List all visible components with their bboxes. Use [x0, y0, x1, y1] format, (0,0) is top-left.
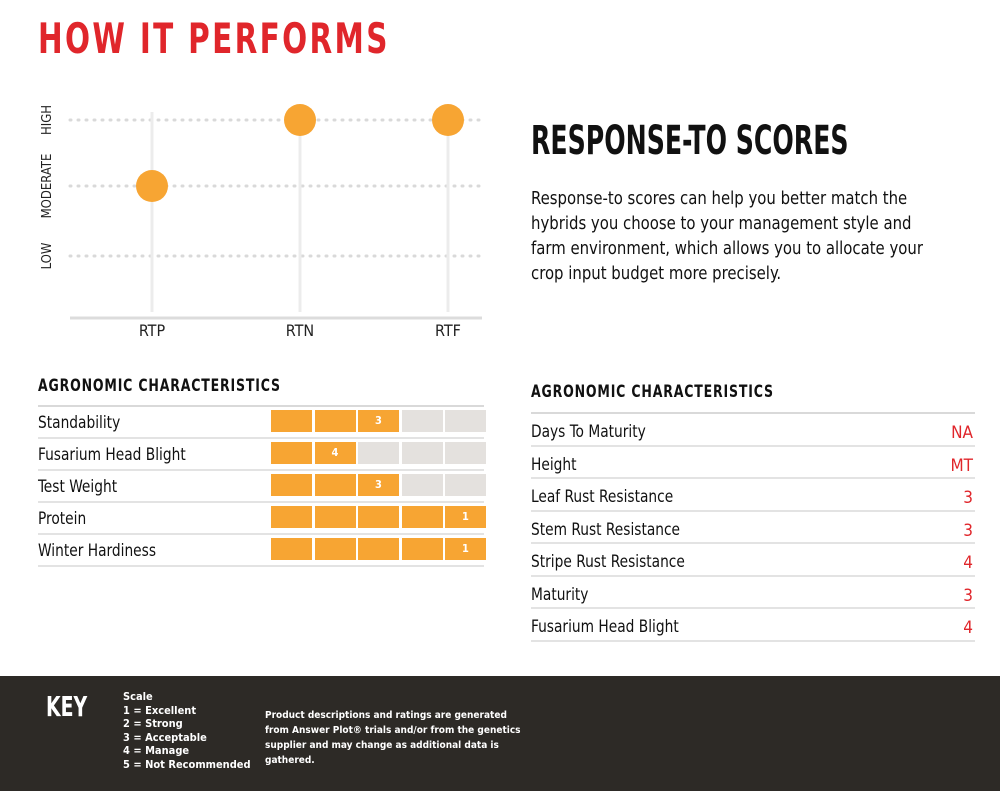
scale-item: 2 = Strong [123, 717, 183, 730]
rating-row-value: 3 [963, 520, 973, 541]
score-segment [271, 474, 312, 496]
agronomic-characteristics-heading-left: AGRONOMIC CHARACTERISTICS [38, 376, 281, 396]
agronomic-rating-table: Days To Maturity NA Height MT Leaf Rust Resi… [531, 412, 975, 642]
rating-row-label: Leaf Rust Resistance [531, 487, 674, 507]
score-segment [401, 442, 443, 464]
x-tick-rtn: RTN [286, 321, 314, 340]
score-value: 3 [375, 478, 382, 491]
score-bar: 3 [271, 474, 487, 496]
scale-title: Scale [123, 690, 153, 703]
bar-row: Protein 1 [38, 503, 487, 535]
score-value: 1 [462, 510, 469, 523]
score-segment [314, 410, 356, 432]
bar-row-label: Fusarium Head Blight [38, 445, 186, 465]
response-to-heading: RESPONSE-TO SCORES [531, 118, 849, 164]
y-tick-low: LOW [40, 242, 55, 269]
score-segment [314, 474, 356, 496]
rating-row-label: Maturity [531, 584, 589, 605]
score-segment [271, 410, 312, 432]
agronomic-bar-table: Standability 3 Fusarium Head Blight 4 Test W… [38, 405, 487, 567]
score-segment [271, 442, 312, 464]
key-footer: KEY Scale 1 = Excellent 2 = Strong 3 = A… [0, 676, 1000, 791]
rating-row-value: 3 [963, 585, 973, 606]
disclaimer-text: Product descriptions and ratings are gen… [265, 710, 521, 766]
score-segment [358, 442, 399, 464]
rating-row: Days To Maturity NA [531, 414, 975, 447]
score-segment [271, 506, 312, 528]
score-segment [314, 506, 356, 528]
scale-item: 4 = Manage [123, 744, 190, 757]
score-segment [358, 506, 399, 528]
score-segment [445, 506, 486, 528]
score-segment [314, 538, 356, 560]
bar-row: Standability 3 [38, 407, 487, 439]
key-title: KEY [46, 690, 88, 723]
score-segment [314, 442, 356, 464]
rating-row-label: Days To Maturity [531, 422, 646, 442]
score-segment [358, 474, 399, 496]
x-tick-rtp: RTP [139, 321, 166, 340]
bar-row-label: Protein [38, 509, 87, 529]
score-bar: 3 [271, 410, 487, 432]
scale-item: 5 = Not Recommended [123, 757, 251, 771]
dot-rtn [284, 104, 316, 136]
response-to-chart: LOW MODERATE HIGH RTP RTN RTF [40, 104, 484, 340]
scale-item: 1 = Excellent [123, 703, 197, 717]
score-segment [445, 474, 486, 496]
score-bar: 4 [271, 442, 487, 464]
rating-row: Leaf Rust Resistance 3 [531, 479, 975, 512]
rating-row: Stem Rust Resistance 3 [531, 512, 975, 544]
score-bar: 1 [271, 538, 487, 560]
response-to-description: Response-to scores can help you better m… [531, 188, 923, 284]
score-segment [401, 506, 443, 528]
rating-row: Maturity 3 [531, 577, 975, 609]
score-value: 4 [331, 446, 339, 459]
rating-row: Stripe Rust Resistance 4 [531, 544, 975, 577]
score-value: 1 [462, 542, 469, 555]
score-segment [401, 474, 443, 496]
rating-row-label: Stripe Rust Resistance [531, 552, 685, 572]
bar-row: Winter Hardiness 1 [38, 535, 487, 567]
score-value: 3 [375, 414, 382, 427]
score-segment [445, 410, 486, 432]
dot-rtf [432, 104, 464, 136]
score-segment [358, 538, 399, 560]
page-title: HOW IT PERFORMS [38, 14, 390, 63]
dot-rtp [136, 170, 168, 202]
bar-row: Test Weight 3 [38, 471, 487, 503]
rating-row: Fusarium Head Blight 4 [531, 609, 975, 642]
rating-row-value: NA [951, 423, 973, 443]
score-segment [401, 538, 443, 560]
rating-row-value: MT [950, 455, 973, 476]
scale-legend: Scale 1 = Excellent 2 = Strong 3 = Accep… [123, 690, 251, 771]
score-segment [271, 538, 312, 560]
score-segment [445, 442, 486, 464]
x-tick-rtf: RTF [435, 321, 461, 340]
rating-row-label: Stem Rust Resistance [531, 519, 681, 540]
score-segment [401, 410, 443, 432]
bar-row-label: Test Weight [38, 477, 118, 497]
agronomic-characteristics-heading-right: AGRONOMIC CHARACTERISTICS [531, 382, 774, 402]
score-segment [445, 538, 486, 560]
rating-row-label: Fusarium Head Blight [531, 617, 679, 637]
bar-row-label: Winter Hardiness [38, 541, 157, 561]
y-tick-high: HIGH [40, 105, 55, 135]
bar-row-label: Standability [38, 413, 121, 433]
scale-item: 3 = Acceptable [123, 730, 207, 744]
rating-row-value: 3 [963, 488, 973, 508]
y-tick-moderate: MODERATE [40, 154, 55, 219]
score-bar: 1 [271, 506, 487, 528]
bar-row: Fusarium Head Blight 4 [38, 439, 487, 471]
rating-row-value: 4 [963, 618, 973, 638]
rating-row: Height MT [531, 447, 975, 479]
rating-row-label: Height [531, 454, 577, 475]
rating-row-value: 4 [963, 553, 973, 573]
score-segment [358, 410, 399, 432]
